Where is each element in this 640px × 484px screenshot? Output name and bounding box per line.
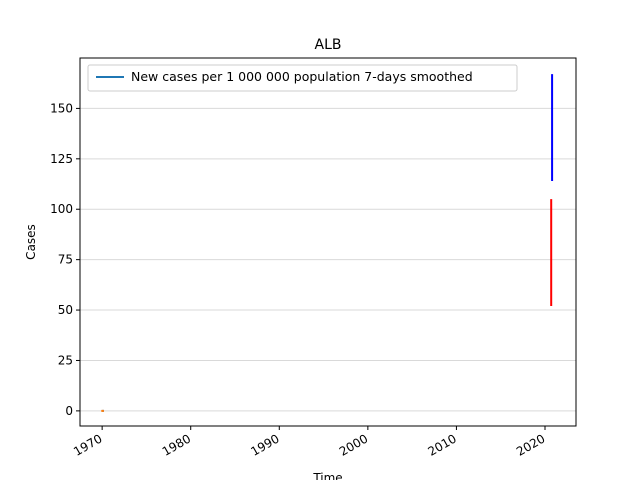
- grid-lines: [80, 107, 576, 412]
- y-axis-ticks: 0 25 50 75 100 125 150: [50, 101, 80, 418]
- chart-title: ALB: [315, 37, 342, 53]
- legend: New cases per 1 000 000 population 7-day…: [87, 64, 518, 92]
- x-axis-label: Time: [312, 471, 342, 480]
- y-axis-label: Cases: [24, 224, 38, 260]
- y-tick-label: 100: [50, 202, 73, 216]
- y-tick-label: 150: [50, 101, 73, 115]
- legend-label: New cases per 1 000 000 population 7-day…: [131, 69, 473, 84]
- y-tick-label: 0: [65, 404, 73, 418]
- y-tick-label: 125: [50, 152, 73, 166]
- y-tick-label: 50: [58, 303, 73, 317]
- y-tick-label: 25: [58, 353, 73, 367]
- legend-box: [87, 64, 518, 92]
- series-lines: [101, 74, 554, 412]
- y-tick-label: 75: [58, 253, 73, 267]
- plot-frame: [79, 57, 577, 427]
